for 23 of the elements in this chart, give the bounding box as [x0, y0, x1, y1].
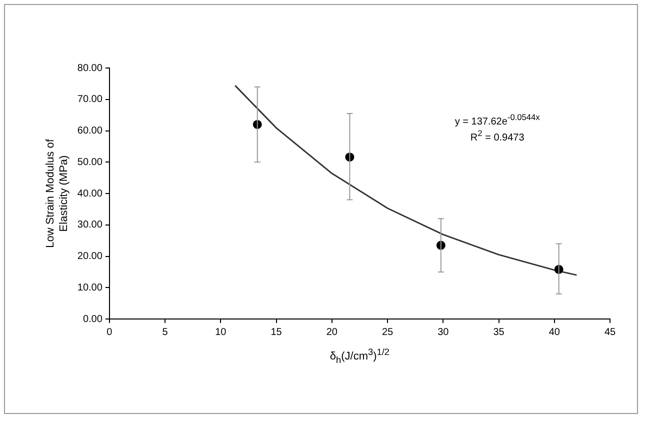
x-tick-label: 20	[326, 326, 338, 338]
x-tick-label: 10	[215, 326, 227, 338]
y-tick-label: 80.00	[77, 62, 103, 74]
y-tick-label: 10.00	[77, 282, 103, 294]
y-axis-title: Low Strain Modulus of Elasticity (MPa)	[44, 138, 70, 248]
annotation: y = 137.62e$^{-0.0544x}$	[454, 112, 540, 128]
y-tick-label: 50.00	[77, 156, 103, 168]
x-tick-label: 15	[270, 326, 282, 338]
y-tick-label: 0.00	[82, 314, 103, 325]
y-tick-label: 30.00	[77, 220, 103, 231]
y-tick-label: 20.00	[77, 251, 103, 262]
annotation: R$^{2}$ = 0.9473	[470, 128, 524, 144]
x-tick-label: 40	[548, 326, 560, 338]
y-tick-label: 70.00	[77, 94, 103, 106]
x-tick-label: 45	[604, 326, 616, 338]
x-tick-label: 30	[438, 326, 450, 338]
y-tick-label: 40.00	[77, 188, 103, 200]
x-tick-label: 35	[493, 326, 505, 338]
x-tick-label: 5	[162, 326, 168, 338]
x-tick-label: 0	[106, 326, 113, 338]
x-tick-label: 25	[382, 326, 394, 338]
x-axis-title: δ$_{h}$(J/cm$^{3}$)$^{1/2}$	[330, 347, 390, 365]
y-tick-label: 60.00	[77, 126, 103, 136]
